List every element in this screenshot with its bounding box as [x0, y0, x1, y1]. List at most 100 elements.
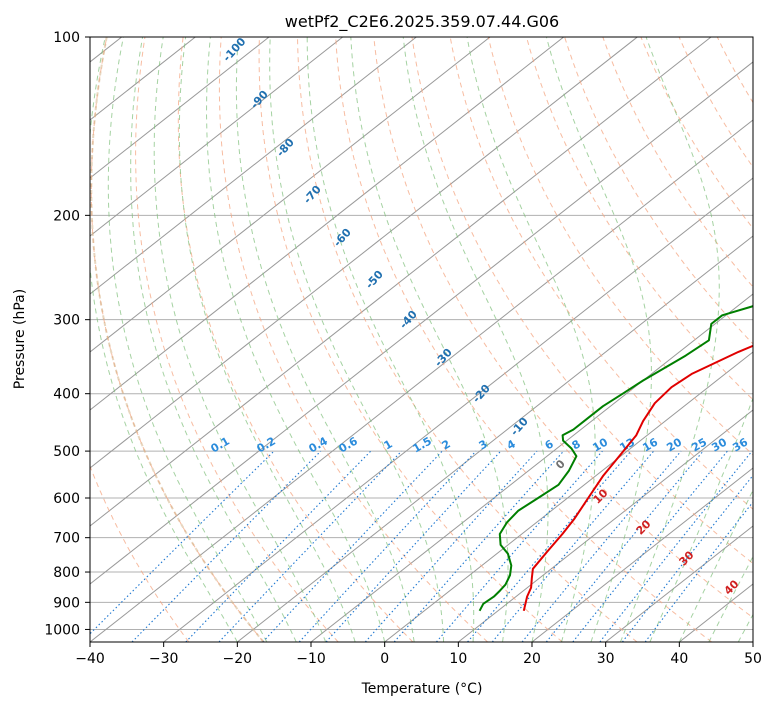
mixing-ratio-line	[131, 450, 322, 642]
y-tick-label: 500	[53, 444, 80, 460]
isotherm-line	[90, 37, 417, 295]
y-tick-label: 300	[53, 313, 80, 329]
mixing-ratio-label: 0.4	[307, 434, 331, 455]
dry-adiabat-label: -80	[274, 136, 297, 160]
moist-adiabat-line	[350, 37, 509, 642]
isotherm-line	[90, 61, 753, 585]
isotherm-line	[605, 525, 753, 642]
isotherm-line	[531, 467, 753, 642]
isotherm-line	[458, 409, 753, 642]
isotherm-line	[752, 641, 753, 642]
isotherm-line	[163, 177, 753, 642]
x-tick-label: −40	[75, 651, 105, 667]
moist-adiabat-label: 30	[677, 548, 697, 568]
isotherm-line	[90, 37, 638, 469]
y-tick-label: 100	[53, 30, 80, 46]
dry-adiabat-lines	[90, 37, 775, 642]
x-tick-label: 30	[597, 651, 615, 667]
x-tick-label: −10	[296, 651, 326, 667]
y-tick-label: 200	[53, 208, 80, 224]
profile-series	[478, 304, 753, 612]
isotherm-line	[90, 37, 270, 179]
isotherm-line	[90, 37, 196, 121]
mixing-ratio-line	[298, 450, 477, 642]
moist-adiabat-line	[90, 37, 238, 642]
x-axis-label: Temperature (°C)	[361, 681, 483, 697]
moist-adiabat-line	[269, 37, 445, 642]
mixing-ratio-line	[599, 450, 753, 642]
isotherm-line	[90, 37, 343, 237]
moist-adiabat-line	[649, 396, 753, 642]
mixing-ratio-line	[393, 450, 565, 642]
isotherm-line	[90, 119, 753, 642]
dry-adiabat-label: -50	[363, 268, 386, 292]
isotherm-line	[90, 37, 491, 353]
x-tick-label: 50	[744, 651, 762, 667]
dewpoint-profile	[478, 304, 753, 612]
dry-adiabat-label: -100	[220, 35, 248, 64]
dry-adiabat-line	[487, 37, 753, 456]
dry-adiabat-line	[678, 37, 753, 168]
moist-adiabat-line	[619, 37, 720, 642]
mixing-ratio-line	[90, 450, 275, 635]
dry-adiabat-line	[373, 37, 753, 619]
isotherm-line	[384, 351, 753, 642]
y-tick-label: 700	[53, 531, 80, 547]
x-tick-label: 0	[380, 651, 389, 667]
reference-curve	[90, 37, 265, 642]
dry-adiabat-line	[640, 37, 753, 230]
dry-adiabat-line	[526, 37, 753, 401]
mixing-ratio-line	[467, 450, 632, 642]
mixing-ratio-label: 1	[382, 437, 395, 452]
isotherm-lines	[90, 37, 753, 642]
mixing-ratio-label: 0.2	[255, 434, 278, 455]
y-axis-label: Pressure (hPa)	[12, 289, 28, 389]
mixing-ratio-label: 0.1	[209, 434, 232, 455]
x-tick-label: 40	[670, 651, 688, 667]
moist-adiabat-line	[153, 37, 327, 642]
y-tick-label: 900	[53, 595, 80, 611]
dry-adiabat-label: -40	[397, 308, 420, 332]
moist-adiabat-line	[306, 37, 475, 642]
chart-title: wetPf2_C2E6.2025.359.07.44.G06	[285, 12, 559, 32]
mixing-ratio-label: 2	[440, 437, 453, 452]
mixing-ratio-line	[262, 450, 443, 642]
moist-adiabat-line	[678, 488, 753, 642]
dry-adiabat-line	[218, 37, 488, 642]
mixing-ratio-line	[185, 450, 372, 642]
pressure-gridlines	[90, 37, 753, 630]
dry-adiabat-line	[564, 37, 753, 345]
mixing-ratio-line	[572, 450, 728, 642]
isotherm-line	[310, 293, 753, 642]
x-tick-label: −20	[223, 651, 253, 667]
dry-adiabat-line	[90, 37, 264, 642]
mixing-ratio-line	[218, 450, 402, 642]
mixing-ratio-lines	[90, 450, 753, 642]
dry-adiabat-line	[297, 37, 638, 642]
moist-adiabat-line	[402, 37, 549, 642]
mixing-ratio-line	[521, 450, 682, 642]
moist-adiabat-label: 40	[722, 577, 742, 597]
isotherm-line	[237, 235, 753, 642]
reference-curves	[90, 37, 265, 642]
dry-adiabat-label: -30	[432, 346, 455, 370]
moist-adiabat-line	[205, 37, 386, 642]
mixing-ratio-label: 0.6	[337, 434, 361, 455]
isotherm-line	[90, 37, 712, 527]
dry-adiabat-line	[411, 37, 753, 565]
moist-adiabat-line	[545, 37, 652, 642]
moist-adiabat-lines	[90, 37, 753, 642]
moist-adiabat-line	[708, 555, 753, 642]
x-tick-label: −30	[149, 651, 179, 667]
dry-adiabat-line	[755, 37, 775, 642]
y-tick-label: 600	[53, 491, 80, 507]
dry-adiabat-label: -10	[508, 415, 531, 439]
moist-adiabat-line	[178, 37, 356, 642]
x-axis: −40 −30 −20 −10 0 10 20 30 40 50	[75, 642, 762, 667]
moist-adiabat-line	[466, 37, 596, 642]
mixing-ratio-line	[435, 450, 603, 642]
isotherm-line	[90, 37, 564, 411]
mixing-ratio-line	[491, 450, 655, 642]
